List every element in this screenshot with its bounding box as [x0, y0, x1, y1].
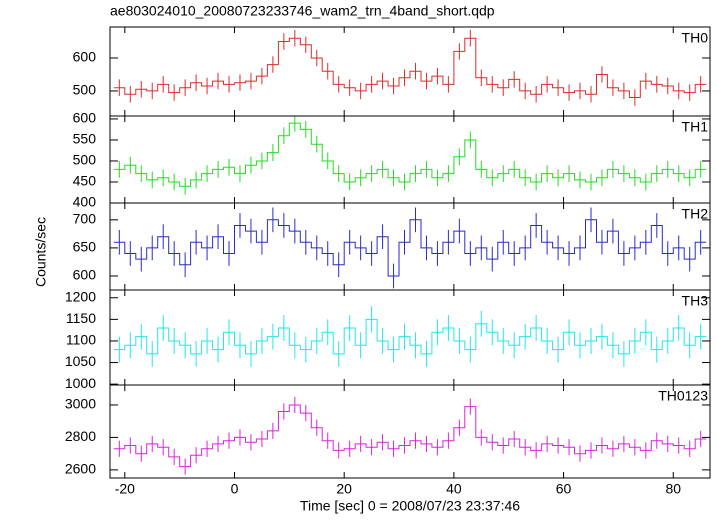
series-label: TH3	[682, 293, 709, 309]
y-tick-label: 550	[73, 131, 97, 147]
y-tick-label: 700	[73, 211, 97, 227]
y-tick-label: 400	[73, 194, 97, 210]
series-label: TH0	[682, 30, 709, 46]
x-tick-label: 40	[446, 481, 462, 497]
x-axis-label: Time [sec] 0 = 2008/07/23 23:37:46	[300, 498, 520, 514]
x-tick-label: 60	[556, 481, 572, 497]
y-tick-label: 1150	[66, 310, 96, 326]
y-tick-label: 1000	[65, 375, 96, 391]
y-tick-label: 600	[73, 267, 97, 283]
x-tick-label: -20	[115, 481, 135, 497]
y-tick-label: 1200	[65, 288, 96, 304]
y-tick-label: 600	[73, 110, 97, 126]
y-axis-label: Counts/sec	[33, 217, 49, 287]
series-label: TH0123	[658, 388, 708, 404]
step-line	[113, 219, 707, 277]
panel-frame	[109, 202, 711, 291]
y-tick-label: 1100	[66, 332, 96, 348]
y-tick-label: 3000	[65, 396, 96, 412]
y-tick-label: 2600	[65, 461, 96, 477]
y-tick-label: 500	[73, 82, 97, 98]
series-label: TH1	[682, 119, 709, 135]
y-tick-label: 650	[73, 239, 97, 255]
x-tick-label: 80	[665, 481, 681, 497]
chart-title: ae803024010_20080723233746_wam2_trn_4ban…	[110, 3, 495, 19]
panel-frame	[109, 384, 711, 479]
y-tick-label: 450	[73, 173, 97, 189]
step-line	[113, 37, 707, 98]
y-tick-label: 1050	[65, 353, 96, 369]
y-tick-label: 600	[73, 49, 97, 65]
y-tick-label: 2800	[65, 428, 96, 444]
series-label: TH2	[682, 206, 709, 222]
step-line	[113, 404, 707, 468]
step-line	[113, 122, 707, 187]
x-tick-label: 0	[231, 481, 239, 497]
y-tick-label: 500	[73, 152, 97, 168]
panel-frame	[109, 115, 711, 204]
x-tick-label: 20	[336, 481, 352, 497]
step-line	[113, 318, 707, 355]
